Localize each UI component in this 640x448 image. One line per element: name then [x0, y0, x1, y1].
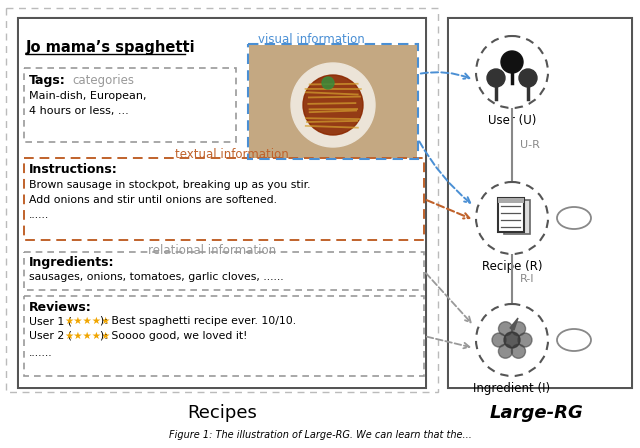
Bar: [448, 18, 632, 388]
Bar: [19, 19, 425, 387]
Text: Recipes: Recipes: [187, 404, 257, 422]
Text: User 1 (: User 1 (: [29, 316, 72, 326]
Bar: [498, 198, 524, 232]
Circle shape: [511, 344, 525, 358]
Circle shape: [519, 69, 537, 87]
Bar: [498, 198, 524, 203]
Bar: [24, 158, 424, 240]
Text: Recipe (R): Recipe (R): [482, 260, 542, 273]
Text: ★★★★★: ★★★★★: [64, 316, 110, 326]
Text: Ingredients:: Ingredients:: [29, 256, 115, 269]
Text: ): Best spaghetti recipe ever. 10/10.: ): Best spaghetti recipe ever. 10/10.: [100, 316, 296, 326]
Text: User (U): User (U): [488, 114, 536, 127]
Text: R-R: R-R: [565, 213, 583, 223]
Circle shape: [504, 332, 520, 348]
Text: I-I: I-I: [569, 335, 579, 345]
Text: Brown sausage in stockpot, breaking up as you stir.: Brown sausage in stockpot, breaking up a…: [29, 180, 310, 190]
Ellipse shape: [557, 207, 591, 229]
Circle shape: [322, 77, 334, 89]
Text: Figure 1: The illustration of Large-RG. We can learn that the...: Figure 1: The illustration of Large-RG. …: [168, 430, 472, 440]
Circle shape: [291, 63, 375, 147]
Bar: [18, 18, 426, 388]
Text: textual information: textual information: [175, 148, 289, 161]
Text: ★★★★★: ★★★★★: [64, 331, 110, 341]
Text: Ingredient (I): Ingredient (I): [474, 382, 550, 395]
Text: Tags:: Tags:: [29, 74, 66, 87]
Polygon shape: [510, 318, 518, 330]
Circle shape: [476, 36, 548, 108]
Bar: [6, 8, 438, 392]
Text: Add onions and stir until onions are softened.: Add onions and stir until onions are sof…: [29, 195, 277, 205]
Bar: [249, 45, 417, 158]
Bar: [24, 252, 424, 290]
Bar: [504, 200, 530, 234]
Circle shape: [487, 69, 505, 87]
Bar: [24, 296, 424, 376]
Text: visual information: visual information: [258, 33, 365, 46]
Bar: [248, 44, 418, 159]
Circle shape: [501, 51, 523, 73]
Text: Jo mama’s spaghetti: Jo mama’s spaghetti: [26, 40, 196, 55]
Circle shape: [511, 322, 525, 336]
Circle shape: [499, 344, 513, 358]
Text: sausages, onions, tomatoes, garlic cloves, ......: sausages, onions, tomatoes, garlic clove…: [29, 272, 284, 282]
Text: 4 hours or less, ...: 4 hours or less, ...: [29, 106, 129, 116]
Text: ): Soooo good, we loved it!: ): Soooo good, we loved it!: [100, 331, 248, 341]
Bar: [24, 68, 236, 142]
Circle shape: [492, 333, 506, 347]
Text: Reviews:: Reviews:: [29, 301, 92, 314]
Text: Main-dish, European,: Main-dish, European,: [29, 91, 147, 101]
Circle shape: [518, 333, 532, 347]
Text: relational information: relational information: [148, 244, 276, 257]
Text: U-R: U-R: [520, 140, 540, 150]
Circle shape: [303, 75, 363, 135]
Circle shape: [499, 322, 513, 336]
Text: Instructions:: Instructions:: [29, 163, 118, 176]
Bar: [498, 198, 524, 232]
Text: R-I: R-I: [520, 274, 534, 284]
Text: User 2 (: User 2 (: [29, 331, 72, 341]
Text: .......: .......: [29, 348, 52, 358]
Circle shape: [476, 304, 548, 376]
Text: Large-RG: Large-RG: [490, 404, 584, 422]
Circle shape: [476, 182, 548, 254]
Text: categories: categories: [72, 74, 134, 87]
Text: ......: ......: [29, 210, 49, 220]
Bar: [504, 200, 530, 234]
Bar: [449, 19, 631, 387]
Ellipse shape: [557, 329, 591, 351]
